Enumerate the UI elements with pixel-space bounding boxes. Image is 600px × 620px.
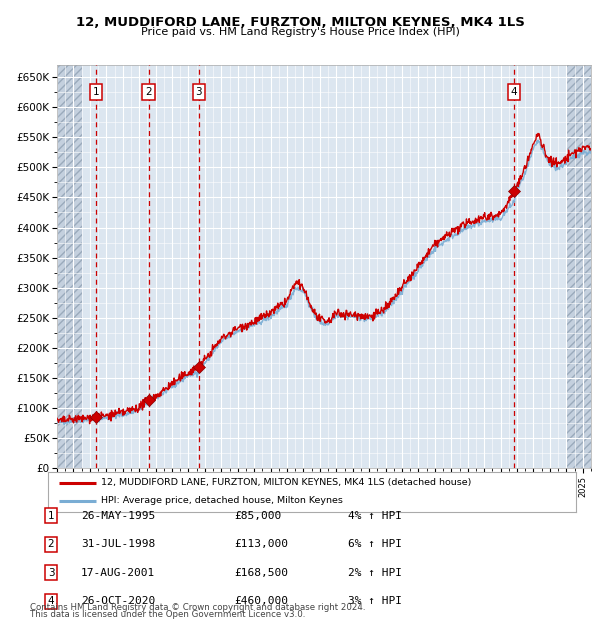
Text: 3% ↑ HPI: 3% ↑ HPI: [348, 596, 402, 606]
Text: 26-OCT-2020: 26-OCT-2020: [81, 596, 155, 606]
Text: 2: 2: [47, 539, 55, 549]
Text: 3: 3: [47, 568, 55, 578]
Text: £168,500: £168,500: [234, 568, 288, 578]
Text: 6% ↑ HPI: 6% ↑ HPI: [348, 539, 402, 549]
Text: £460,000: £460,000: [234, 596, 288, 606]
Text: 4: 4: [511, 87, 517, 97]
Text: This data is licensed under the Open Government Licence v3.0.: This data is licensed under the Open Gov…: [30, 609, 305, 619]
Text: 26-MAY-1995: 26-MAY-1995: [81, 511, 155, 521]
Text: Price paid vs. HM Land Registry's House Price Index (HPI): Price paid vs. HM Land Registry's House …: [140, 27, 460, 37]
Text: 1: 1: [47, 511, 55, 521]
Text: 31-JUL-1998: 31-JUL-1998: [81, 539, 155, 549]
Text: 1: 1: [93, 87, 100, 97]
Text: £85,000: £85,000: [234, 511, 281, 521]
Text: 2: 2: [145, 87, 152, 97]
Text: 2% ↑ HPI: 2% ↑ HPI: [348, 568, 402, 578]
Text: 17-AUG-2001: 17-AUG-2001: [81, 568, 155, 578]
Text: HPI: Average price, detached house, Milton Keynes: HPI: Average price, detached house, Milt…: [101, 497, 343, 505]
Text: 12, MUDDIFORD LANE, FURZTON, MILTON KEYNES, MK4 1LS: 12, MUDDIFORD LANE, FURZTON, MILTON KEYN…: [76, 16, 524, 29]
Bar: [57, 65, 82, 468]
Text: £113,000: £113,000: [234, 539, 288, 549]
Text: 3: 3: [196, 87, 202, 97]
Bar: [566, 65, 591, 468]
Text: 4% ↑ HPI: 4% ↑ HPI: [348, 511, 402, 521]
Text: 4: 4: [47, 596, 55, 606]
Text: 12, MUDDIFORD LANE, FURZTON, MILTON KEYNES, MK4 1LS (detached house): 12, MUDDIFORD LANE, FURZTON, MILTON KEYN…: [101, 479, 471, 487]
Text: Contains HM Land Registry data © Crown copyright and database right 2024.: Contains HM Land Registry data © Crown c…: [30, 603, 365, 612]
